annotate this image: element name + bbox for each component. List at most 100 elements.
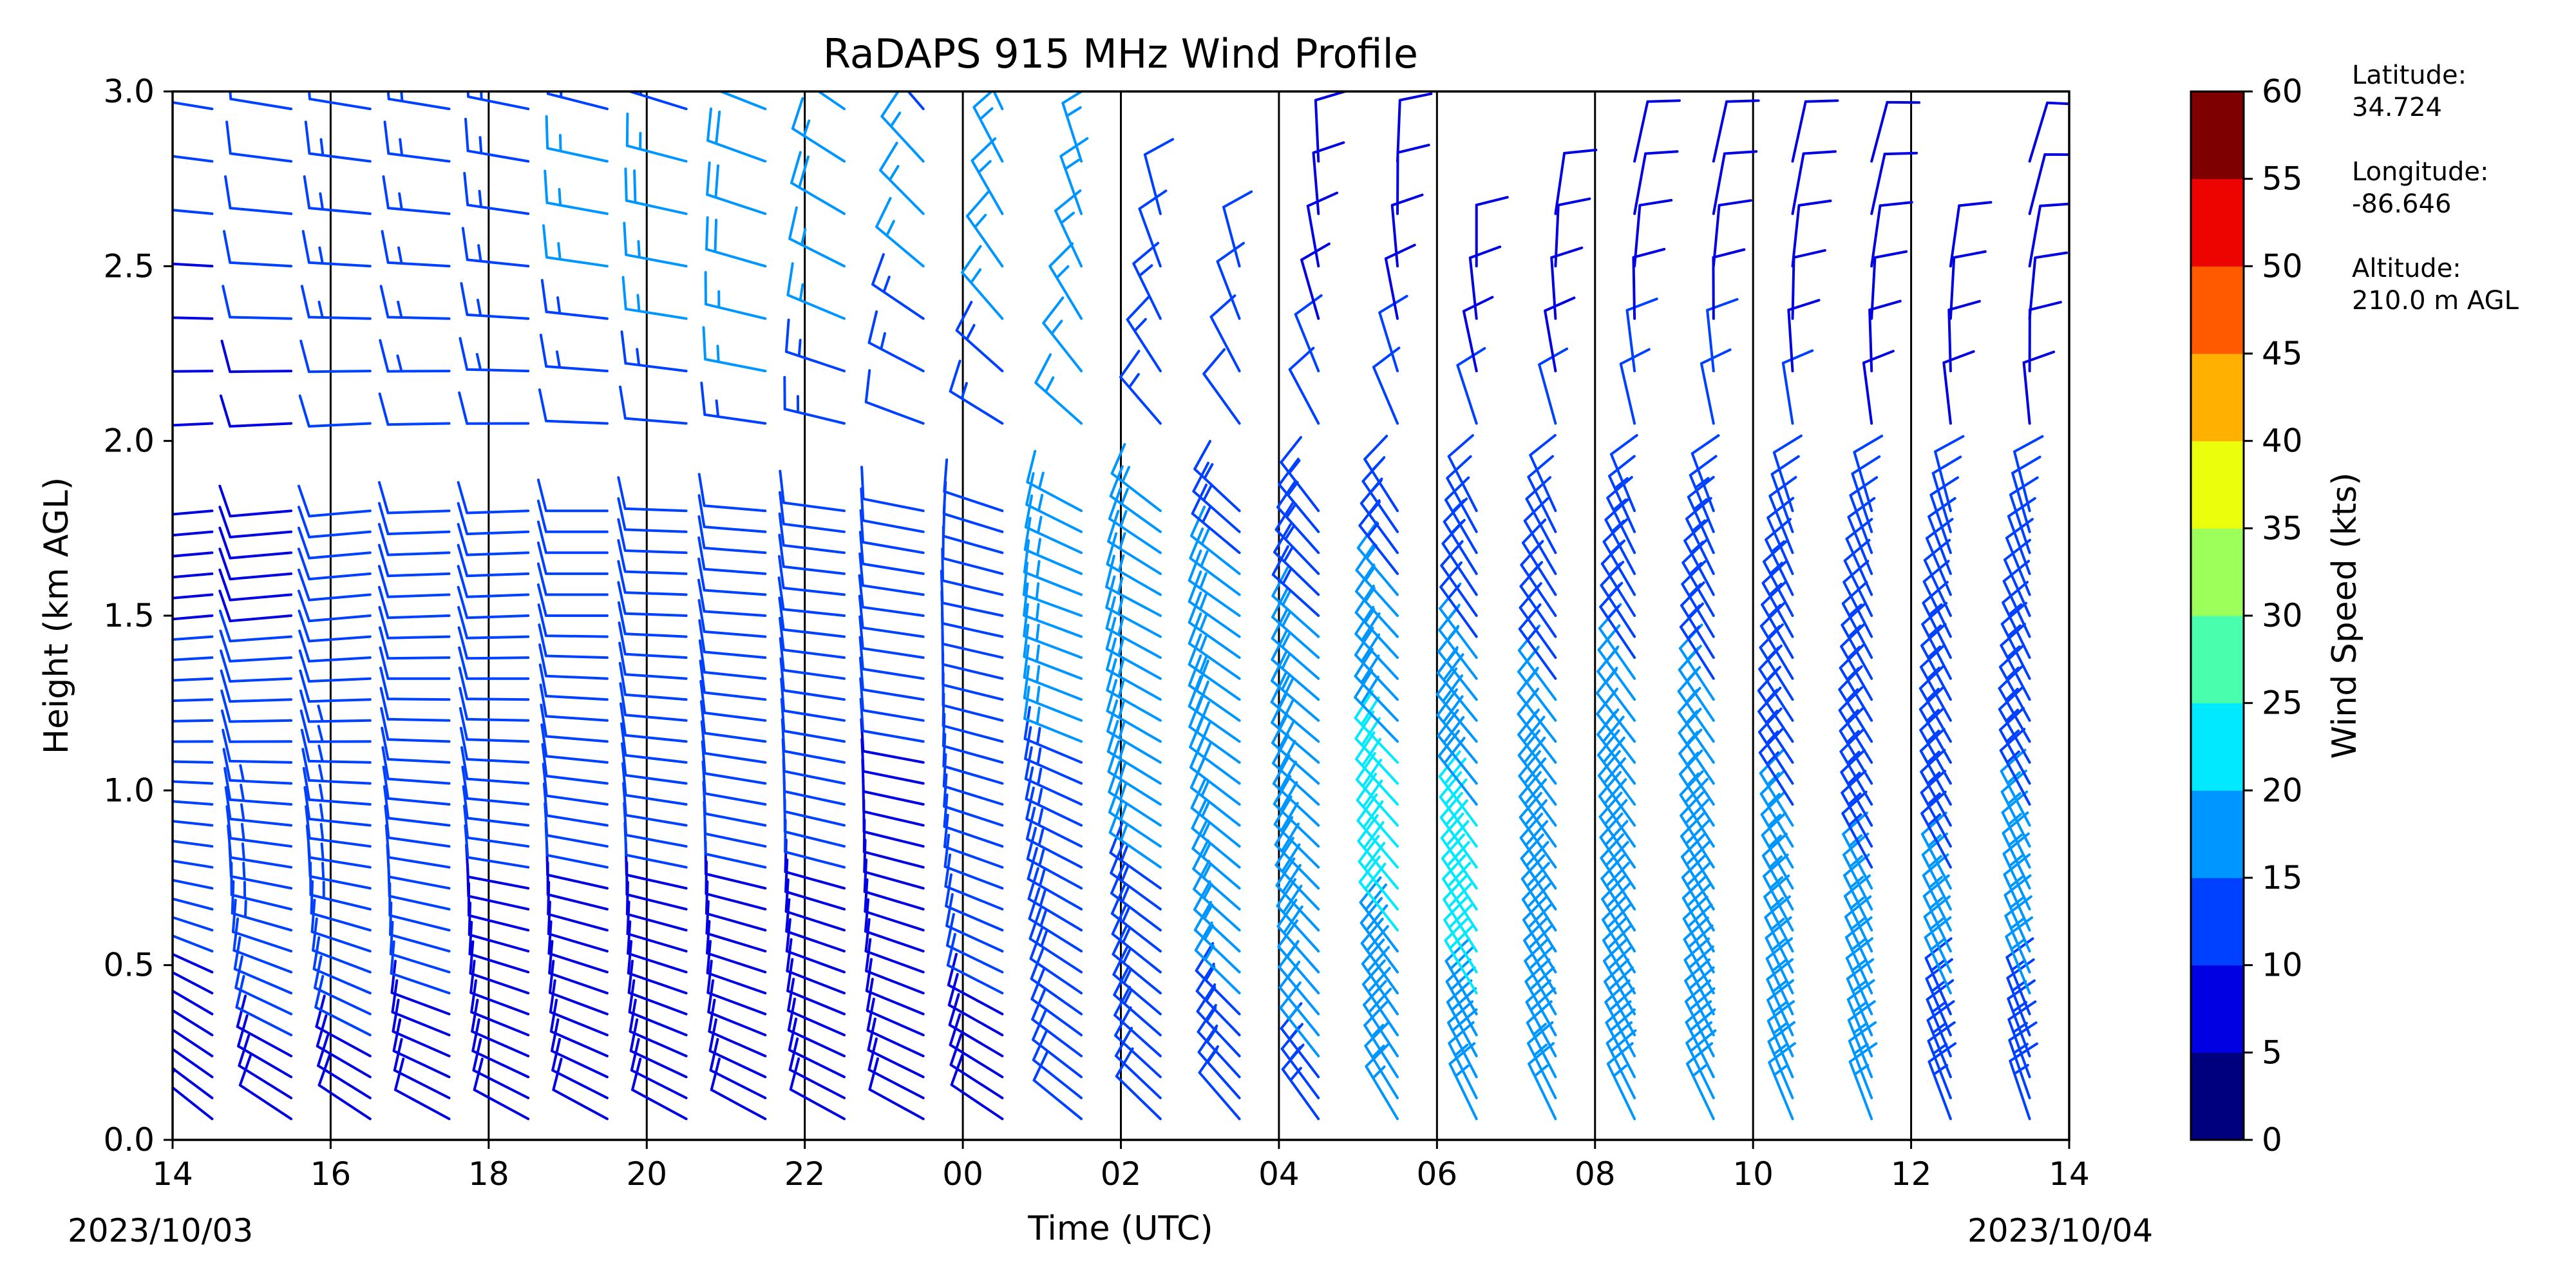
wind-barb: [298, 547, 372, 581]
wind-barb: [863, 858, 925, 911]
wind-barb: [1216, 242, 1245, 320]
wind-barb: [550, 1018, 609, 1079]
wind-barb: [777, 576, 846, 617]
y-tick-label: 1.0: [103, 772, 155, 809]
wind-barb: [945, 913, 1004, 974]
wind-barb: [464, 117, 530, 163]
wind-barb: [219, 394, 293, 428]
colorbar-tick-label: 15: [2262, 859, 2303, 896]
wind-barb: [1106, 679, 1162, 743]
wind-barb: [1712, 199, 1752, 268]
wind-barb: [1444, 937, 1478, 1016]
wind-barb: [1271, 545, 1320, 617]
wind-barb: [472, 1037, 530, 1099]
wind-barb: [392, 1018, 451, 1079]
wind-barb: [1365, 1043, 1399, 1121]
wind-barb: [1919, 706, 1952, 785]
wind-barb: [305, 824, 372, 869]
wind-barb: [697, 557, 767, 596]
wind-barb: [1108, 761, 1162, 827]
wind-barb: [705, 216, 767, 268]
wind-barb: [379, 339, 451, 373]
wind-barb: [1765, 518, 1794, 596]
wind-barb: [536, 562, 609, 596]
wind-barb: [391, 979, 451, 1037]
wind-barb: [1061, 91, 1084, 163]
wind-barb: [965, 191, 1004, 268]
wind-barb: [1280, 436, 1320, 513]
wind-barb: [1274, 837, 1320, 911]
wind-barb: [470, 979, 530, 1037]
wind-barb: [1758, 728, 1794, 806]
wind-barb: [536, 583, 609, 617]
wind-barb: [858, 636, 925, 680]
wind-barb: [1042, 296, 1083, 373]
wind-barb: [382, 766, 451, 806]
wind-barb: [229, 91, 293, 111]
wind-barb: [629, 998, 688, 1057]
wind-barb: [1998, 706, 2031, 785]
wind-barb: [1520, 833, 1557, 911]
wind-barb: [173, 971, 214, 995]
wind-barb: [1681, 875, 1715, 952]
wind-barb: [459, 687, 530, 722]
wind-barb: [381, 230, 451, 268]
wind-barb: [1870, 100, 1920, 163]
wind-barb: [1354, 710, 1399, 785]
wind-barb: [880, 91, 925, 163]
wind-barb: [299, 339, 372, 374]
wind-barb: [1032, 1029, 1083, 1099]
wind-barb: [1023, 665, 1083, 722]
wind-barb: [548, 940, 609, 995]
wind-barb: [384, 824, 451, 869]
wind-barb: [700, 720, 767, 764]
wind-barb: [301, 748, 372, 785]
colorbar-segment: [2191, 878, 2244, 966]
wind-barb: [1048, 242, 1083, 320]
wind-barb: [859, 677, 925, 722]
colorbar-segment: [2191, 440, 2244, 529]
wind-barb: [2028, 301, 2062, 373]
wind-barb: [314, 955, 372, 1016]
wind-barb: [1519, 791, 1557, 869]
wind-barb: [701, 740, 767, 785]
wind-barb: [389, 921, 451, 974]
colorbar-tick-label: 45: [2262, 335, 2303, 372]
wind-barb: [1841, 601, 1873, 680]
station-info: Latitude: 34.724 Longitude: -86.646 Alti…: [2352, 61, 2519, 316]
wind-barb: [2000, 770, 2031, 848]
wind-barb: [1023, 539, 1083, 596]
colorbar-tick-label: 5: [2262, 1034, 2282, 1071]
wind-barb: [1192, 462, 1241, 533]
wind-barb: [2007, 497, 2036, 575]
wind-barb: [1554, 148, 1598, 215]
wind-barb: [381, 726, 451, 764]
wind-barb: [457, 502, 530, 536]
latitude-value: 34.724: [2352, 93, 2442, 122]
wind-barb: [867, 1018, 925, 1079]
wind-barb: [304, 120, 372, 163]
wind-barb: [377, 502, 451, 536]
x-axis-label: Time (UTC): [1027, 1209, 1213, 1248]
wind-barb: [1105, 575, 1162, 638]
longitude-value: -86.646: [2352, 189, 2451, 219]
wind-barb: [1527, 455, 1557, 533]
wind-barb: [1105, 554, 1162, 617]
wind-barb: [779, 491, 846, 533]
wind-barb: [1363, 435, 1399, 513]
wind-barb: [1554, 197, 1591, 268]
wind-barb: [708, 1018, 767, 1079]
wind-barb: [536, 520, 609, 554]
wind-barb: [1759, 749, 1794, 827]
x-tick-label: 02: [1101, 1155, 1142, 1193]
wind-barb: [219, 629, 293, 663]
wind-barb: [382, 175, 451, 215]
x-tick-label: 12: [1891, 1155, 1932, 1193]
wind-barb: [538, 643, 609, 680]
colorbar-segment: [2191, 1052, 2244, 1141]
wind-barb: [1598, 791, 1636, 869]
wind-barb: [1918, 686, 1952, 764]
colorbar-segment: [2191, 91, 2244, 180]
wind-barb: [866, 978, 925, 1037]
wind-barb: [620, 330, 688, 373]
